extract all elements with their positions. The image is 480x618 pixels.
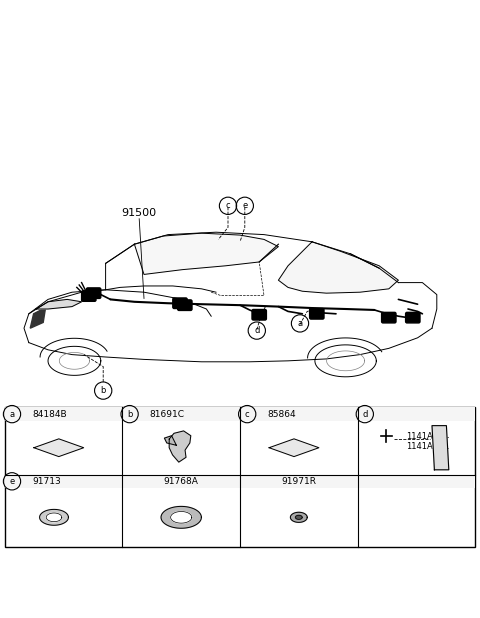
Text: d: d <box>254 326 260 335</box>
Polygon shape <box>169 431 191 462</box>
Text: 91500: 91500 <box>121 208 157 218</box>
Text: 91971R: 91971R <box>281 477 316 486</box>
Polygon shape <box>164 436 177 446</box>
Text: c: c <box>226 201 230 210</box>
Text: c: c <box>245 410 250 418</box>
Text: 91768A: 91768A <box>164 477 199 486</box>
Bar <box>122 475 240 488</box>
FancyBboxPatch shape <box>252 310 266 320</box>
Polygon shape <box>46 513 62 522</box>
Text: 85864: 85864 <box>267 410 296 418</box>
Text: a: a <box>298 319 302 328</box>
Polygon shape <box>36 299 82 309</box>
Text: 1141AC: 1141AC <box>406 442 438 451</box>
Polygon shape <box>34 439 84 457</box>
Bar <box>5 407 122 421</box>
Text: 84184B: 84184B <box>32 410 67 418</box>
Polygon shape <box>30 308 46 328</box>
Text: b: b <box>100 386 106 395</box>
Polygon shape <box>134 233 278 274</box>
FancyBboxPatch shape <box>382 312 396 323</box>
FancyBboxPatch shape <box>178 300 192 310</box>
Text: a: a <box>10 410 14 418</box>
Polygon shape <box>40 509 69 525</box>
FancyBboxPatch shape <box>406 312 420 323</box>
Text: b: b <box>127 410 132 418</box>
Polygon shape <box>161 506 202 528</box>
Polygon shape <box>269 439 319 457</box>
FancyBboxPatch shape <box>310 308 324 319</box>
Polygon shape <box>171 512 192 523</box>
Bar <box>5 407 475 546</box>
Text: 91713: 91713 <box>32 477 61 486</box>
FancyBboxPatch shape <box>173 298 187 308</box>
Polygon shape <box>278 242 398 293</box>
Bar <box>5 475 122 488</box>
Text: 1141AE: 1141AE <box>406 432 438 441</box>
FancyBboxPatch shape <box>86 288 101 298</box>
Text: e: e <box>242 201 247 210</box>
Bar <box>358 407 475 421</box>
Text: 81691C: 81691C <box>150 410 185 418</box>
Polygon shape <box>432 426 449 470</box>
Bar <box>122 407 240 421</box>
Bar <box>358 475 475 488</box>
FancyBboxPatch shape <box>82 290 96 302</box>
Bar <box>240 475 358 488</box>
Polygon shape <box>290 512 307 522</box>
Text: d: d <box>362 410 368 418</box>
Bar <box>240 407 358 421</box>
Polygon shape <box>296 515 302 519</box>
Text: e: e <box>10 477 14 486</box>
